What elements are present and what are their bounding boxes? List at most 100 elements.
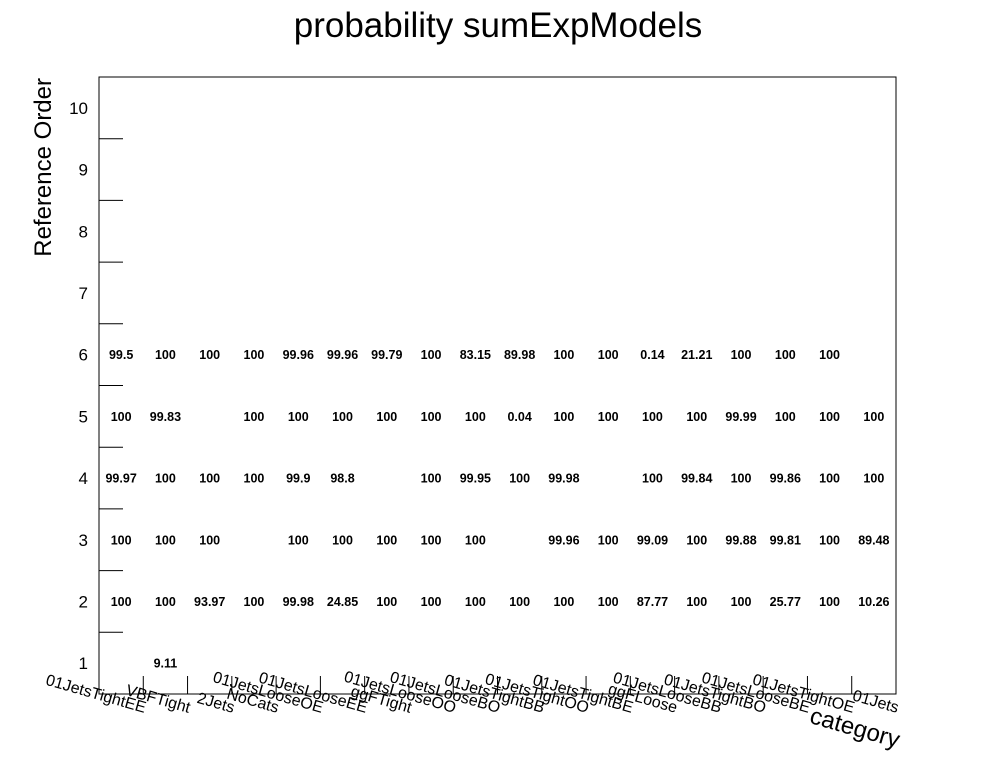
cell-label: 100 [819,595,840,609]
cell-label: 100 [332,410,353,424]
cell-label: 100 [775,348,796,362]
cell-label: 0.14 [640,348,664,362]
cell-label: 99.98 [283,595,314,609]
cell-label: 100 [332,533,353,547]
cell-label: 100 [819,472,840,486]
cell-label: 100 [421,595,442,609]
cell-label: 99.96 [327,348,358,362]
cell-label: 100 [465,595,486,609]
cell-label: 89.48 [858,533,889,547]
cell-label: 100 [155,472,176,486]
y-tick-label: 10 [69,99,88,118]
chart-title: probability sumExpModels [294,6,703,45]
cell-labels: 100 100 99.97 100 99.5 9.11 100 100 100 99.83 100 9… [105,348,889,671]
cell-label: 25.77 [770,595,801,609]
cell-label: 100 [244,595,265,609]
cell-label: 99.95 [460,472,491,486]
axis-ticks [99,138,853,694]
x-tick-label: 01Jets [851,688,901,717]
cell-label: 100 [642,472,663,486]
cell-label: 100 [244,472,265,486]
cell-label: 100 [819,410,840,424]
cell-label: 100 [421,410,442,424]
cell-label: 100 [421,348,442,362]
cell-label: 99.5 [109,348,133,362]
cell-label: 100 [111,410,132,424]
cell-label: 100 [199,472,220,486]
cell-label: 100 [199,533,220,547]
cell-label: 100 [598,533,619,547]
cell-label: 99.98 [548,472,579,486]
cell-label: 100 [421,472,442,486]
cell-label: 100 [598,348,619,362]
cell-label: 100 [376,533,397,547]
cell-label: 99.88 [725,533,756,547]
cell-label: 100 [465,410,486,424]
cell-label: 99.99 [725,410,756,424]
cell-label: 10.26 [858,595,889,609]
cell-label: 100 [199,348,220,362]
cell-label: 100 [863,472,884,486]
cell-label: 99.79 [371,348,402,362]
cell-label: 100 [288,533,309,547]
cell-label: 100 [686,410,707,424]
cell-label: 100 [553,348,574,362]
cell-label: 99.09 [637,533,668,547]
cell-label: 21.21 [681,348,712,362]
cell-label: 9.11 [154,657,178,671]
cell-label: 100 [111,595,132,609]
cell-label: 100 [421,533,442,547]
cell-label: 100 [598,595,619,609]
cell-label: 99.96 [548,533,579,547]
cell-label: 100 [553,410,574,424]
cell-label: 100 [376,410,397,424]
y-axis-label: Reference Order [30,78,57,257]
cell-label: 24.85 [327,595,358,609]
cell-label: 83.15 [460,348,491,362]
cell-label: 99.9 [286,472,310,486]
cell-label: 99.86 [770,472,801,486]
cell-label: 100 [376,595,397,609]
cell-label: 100 [553,595,574,609]
cell-label: 100 [509,472,530,486]
cell-label: 100 [111,533,132,547]
cell-label: 100 [731,472,752,486]
y-tick-label: 7 [79,284,88,303]
cell-label: 89.98 [504,348,535,362]
cell-label: 100 [155,595,176,609]
cell-label: 99.97 [105,472,136,486]
cell-label: 100 [509,595,530,609]
cell-label: 100 [819,533,840,547]
cell-label: 99.81 [770,533,801,547]
y-tick-labels: 1 2 3 4 5 6 7 8 9 10 [69,99,88,673]
cell-label: 100 [686,595,707,609]
cell-label: 98.8 [330,472,354,486]
cell-label: 100 [863,410,884,424]
cell-label: 87.77 [637,595,668,609]
cell-label: 99.96 [283,348,314,362]
y-tick-label: 9 [79,161,88,180]
cell-label: 100 [244,410,265,424]
cell-label: 100 [731,595,752,609]
cell-label: 0.04 [507,410,531,424]
cell-label: 99.83 [150,410,181,424]
cell-label: 93.97 [194,595,225,609]
y-tick-label: 8 [79,222,88,241]
cell-label: 100 [155,348,176,362]
y-tick-label: 1 [79,654,88,673]
cell-label: 100 [731,348,752,362]
cell-label: 100 [598,410,619,424]
cell-label: 100 [244,348,265,362]
y-tick-label: 2 [79,592,88,611]
y-tick-label: 4 [79,469,88,488]
cell-label: 100 [465,533,486,547]
cell-label: 100 [642,410,663,424]
cell-label: 100 [288,410,309,424]
cell-label: 100 [155,533,176,547]
cell-label: 100 [775,410,796,424]
y-tick-label: 3 [79,531,88,550]
cell-label: 100 [819,348,840,362]
cell-label: 99.84 [681,472,712,486]
